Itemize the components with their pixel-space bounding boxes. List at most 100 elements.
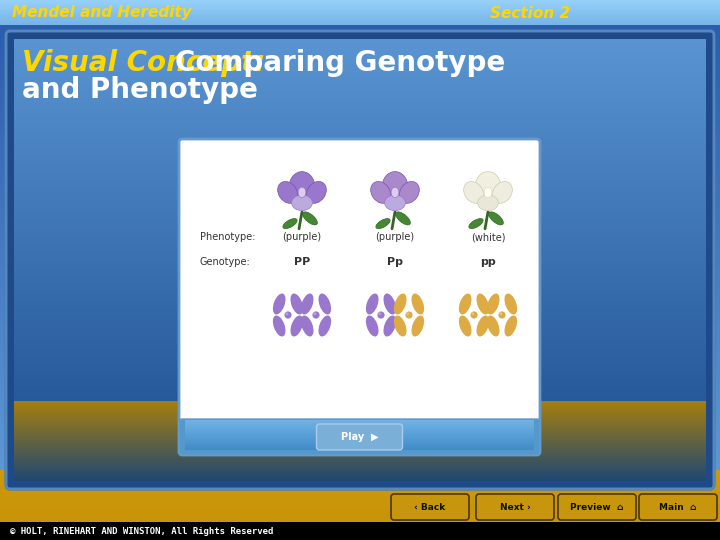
Bar	[14, 435, 706, 436]
Bar	[14, 472, 706, 473]
Bar	[14, 443, 706, 444]
Bar	[14, 440, 706, 441]
Bar	[14, 152, 706, 153]
Bar	[0, 209, 720, 210]
Bar	[14, 326, 706, 327]
Bar	[0, 422, 720, 423]
Bar	[14, 148, 706, 149]
Text: © HOLT, RINEHART AND WINSTON, All Rights Reserved: © HOLT, RINEHART AND WINSTON, All Rights…	[10, 526, 274, 536]
Bar	[0, 316, 720, 317]
Bar	[0, 251, 720, 252]
Bar	[0, 325, 720, 326]
Bar	[0, 197, 720, 198]
Bar	[14, 196, 706, 197]
Bar	[0, 145, 720, 146]
Bar	[14, 164, 706, 165]
Bar	[14, 360, 706, 361]
Bar	[14, 456, 706, 457]
Bar	[14, 215, 706, 216]
Bar	[0, 167, 720, 168]
Bar	[0, 450, 720, 451]
Bar	[0, 46, 720, 47]
Bar	[0, 397, 720, 398]
Bar	[0, 80, 720, 81]
Bar	[14, 240, 706, 241]
Ellipse shape	[318, 315, 331, 336]
Bar	[14, 324, 706, 325]
Bar	[14, 172, 706, 173]
Bar	[0, 100, 720, 101]
Bar	[0, 217, 720, 218]
Bar	[14, 356, 706, 357]
Bar	[0, 374, 720, 375]
Bar	[14, 68, 706, 69]
Bar	[0, 521, 720, 522]
Bar	[0, 76, 720, 77]
Ellipse shape	[298, 187, 306, 198]
Bar	[0, 434, 720, 435]
Bar	[0, 473, 720, 474]
Bar	[0, 28, 720, 29]
Bar	[0, 331, 720, 332]
Bar	[14, 98, 706, 99]
Ellipse shape	[487, 294, 500, 314]
Bar	[0, 38, 720, 39]
Bar	[14, 143, 706, 144]
Bar	[0, 472, 720, 473]
Bar	[14, 142, 706, 143]
Bar	[14, 61, 706, 62]
Bar	[14, 157, 706, 164]
Bar	[0, 23, 720, 24]
Bar	[14, 364, 706, 365]
Bar	[14, 377, 706, 378]
Bar	[0, 200, 720, 201]
Bar	[0, 452, 720, 453]
Bar	[0, 272, 720, 273]
Bar	[0, 3, 720, 4]
Bar	[0, 9, 720, 10]
Bar	[14, 478, 706, 479]
Bar	[0, 406, 720, 407]
Bar	[0, 287, 720, 288]
Bar	[14, 213, 706, 214]
Bar	[0, 315, 720, 316]
Bar	[0, 248, 720, 249]
Bar	[0, 30, 720, 31]
Bar	[0, 279, 720, 280]
Bar	[14, 135, 706, 136]
Bar	[14, 446, 706, 447]
Bar	[14, 184, 706, 185]
Ellipse shape	[406, 312, 409, 315]
Bar	[0, 230, 720, 231]
Bar	[14, 341, 706, 348]
Bar	[14, 341, 706, 342]
Bar	[0, 370, 720, 371]
Bar	[0, 132, 720, 133]
Bar	[0, 67, 720, 68]
Bar	[0, 58, 720, 59]
Bar	[0, 523, 720, 524]
Bar	[0, 318, 720, 319]
Bar	[0, 457, 720, 458]
Bar	[14, 91, 706, 92]
Bar	[0, 465, 720, 466]
Bar	[0, 502, 720, 503]
Bar	[0, 18, 720, 19]
Bar	[0, 516, 720, 517]
Text: PP: PP	[294, 257, 310, 267]
Bar	[14, 64, 706, 65]
Bar	[0, 207, 720, 208]
Bar	[0, 492, 720, 493]
Bar	[14, 309, 706, 310]
Bar	[14, 379, 706, 380]
Bar	[0, 16, 720, 17]
Bar	[0, 486, 720, 487]
Bar	[0, 21, 720, 22]
Bar	[0, 419, 720, 420]
Bar	[0, 291, 720, 292]
Bar	[14, 114, 706, 115]
Bar	[14, 253, 706, 260]
Bar	[0, 344, 720, 345]
Bar	[14, 127, 706, 128]
Bar	[0, 268, 720, 269]
